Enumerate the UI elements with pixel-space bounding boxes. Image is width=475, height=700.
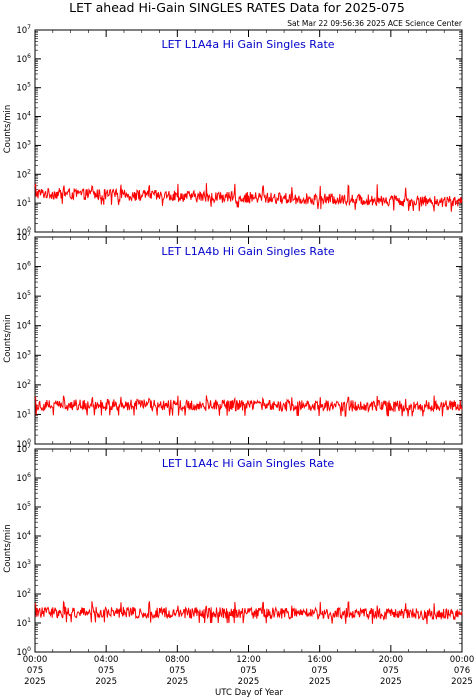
y-tick-label: 106	[16, 53, 31, 65]
x-tick-label-line: 20:00	[379, 655, 404, 665]
y-tick-label: 105	[16, 82, 31, 94]
plot-frame	[34, 448, 463, 653]
panel-title: LET L1A4a Hi Gain Singles Rate	[161, 38, 334, 51]
y-tick-label: 100	[16, 226, 31, 238]
y-tick-label: 103	[16, 349, 31, 361]
x-tick-label-line: 2025	[309, 677, 331, 687]
y-tick-label: 105	[16, 290, 31, 302]
y-tick-label: 102	[16, 588, 31, 600]
y-tick-label: 104	[16, 320, 31, 332]
panels: 100 101 102 103 104 105 106 107 Counts/min LET L1…	[3, 24, 474, 687]
series-line	[34, 600, 463, 625]
x-tick-label-line: 076	[454, 666, 470, 676]
y-tick-label: 107	[16, 24, 31, 36]
x-tick-label-line: 12:00	[236, 655, 261, 665]
x-tick-label-line: 2025	[24, 677, 46, 687]
figure-title: LET ahead Hi-Gain SINGLES RATES Data for…	[69, 0, 405, 15]
panel-title: LET L1A4b Hi Gain Singles Rate	[161, 245, 335, 258]
y-axis-title: Counts/min	[3, 105, 13, 154]
panel-title: LET L1A4c Hi Gain Singles Rate	[162, 457, 335, 470]
y-tick-label: 101	[16, 617, 31, 629]
x-tick-label-line: 075	[27, 666, 43, 676]
plot-frame	[34, 236, 463, 445]
y-axis-title: Counts/min	[3, 524, 13, 573]
y-tick-label: 102	[16, 379, 31, 391]
panel-3: 100 101 102 103 104 105 106 107 Counts/min LET L1…	[3, 443, 463, 658]
x-tick-label-line: 00:00	[450, 655, 475, 665]
y-axis-title: Counts/min	[3, 314, 13, 363]
y-tick-label: 100	[16, 438, 31, 450]
y-tick-label: 101	[16, 408, 31, 420]
panel-2: 100 101 102 103 104 105 106 107 Counts/min LET L1…	[3, 231, 463, 450]
x-tick-label-line: 2025	[167, 677, 189, 687]
x-tick-label-line: 2025	[238, 677, 260, 687]
timestamp-stamp: Sat Mar 22 09:56:36 2025 ACE Science Cen…	[287, 19, 463, 28]
x-tick-label-line: 2025	[95, 677, 117, 687]
y-tick-label: 105	[16, 501, 31, 513]
x-tick-label-line: 00:00	[23, 655, 48, 665]
x-tick-label-line: 04:00	[94, 655, 119, 665]
y-tick-label: 103	[16, 559, 31, 571]
series-line	[34, 395, 463, 417]
y-tick-label: 107	[16, 443, 31, 455]
x-tick-label-line: 075	[169, 666, 185, 676]
x-tick-label-line: 075	[98, 666, 114, 676]
x-tick-label-line: 075	[240, 666, 256, 676]
y-tick-label: 106	[16, 261, 31, 273]
x-tick-label-line: 2025	[380, 677, 402, 687]
y-tick-label: 107	[16, 231, 31, 243]
x-tick-label-line: 2025	[451, 677, 473, 687]
series-line	[34, 183, 463, 212]
y-tick-label: 102	[16, 168, 31, 180]
y-tick-label: 106	[16, 472, 31, 484]
y-tick-label: 100	[16, 646, 31, 658]
y-tick-label: 104	[16, 530, 31, 542]
x-tick-label-line: 08:00	[165, 655, 190, 665]
y-tick-label: 104	[16, 111, 31, 123]
x-tick-label-line: 075	[383, 666, 399, 676]
y-tick-label: 103	[16, 139, 31, 151]
y-tick-label: 101	[16, 197, 31, 209]
panel-1: 100 101 102 103 104 105 106 107 Counts/min LET L1…	[3, 24, 463, 238]
x-tick-label-line: 075	[312, 666, 328, 676]
x-tick-label-line: 16:00	[307, 655, 332, 665]
x-axis-title: UTC Day of Year	[215, 688, 283, 698]
